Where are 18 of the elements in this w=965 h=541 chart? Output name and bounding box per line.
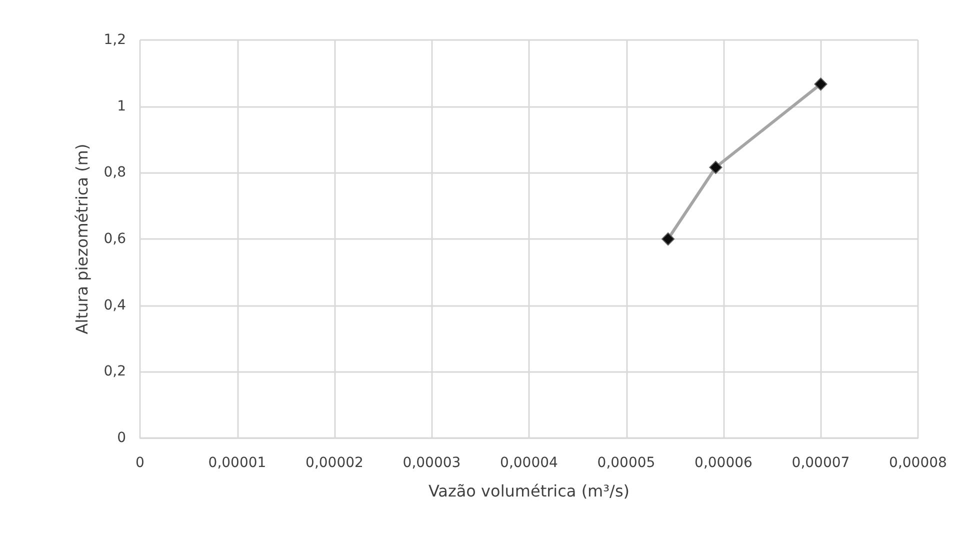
x-tick-label: 0,00002 [306, 455, 364, 471]
y-tick-label: 0,4 [104, 297, 126, 314]
y-tick-label: 0,6 [104, 231, 126, 247]
y-tick-label: 0 [117, 430, 126, 446]
y-tick-label: 1 [117, 98, 126, 114]
x-tick-label: 0,00007 [792, 455, 850, 471]
y-axis-title: Altura piezométrica (m) [72, 144, 92, 334]
y-tick-label: 1,2 [104, 32, 126, 48]
x-tick-label: 0,00006 [694, 455, 753, 471]
x-tick-label: 0 [136, 455, 144, 471]
x-axis-title: Vazão volumétrica (m³/s) [428, 482, 630, 500]
x-tick-label: 0,00001 [208, 455, 266, 471]
x-tick-label: 0,00008 [889, 455, 947, 471]
x-tick-label: 0,00004 [500, 455, 558, 471]
x-tick-label: 0,00005 [597, 455, 656, 471]
y-tick-label: 0,2 [104, 364, 126, 380]
y-tick-label: 0,8 [104, 164, 126, 181]
x-tick-label: 0,00003 [402, 455, 461, 471]
